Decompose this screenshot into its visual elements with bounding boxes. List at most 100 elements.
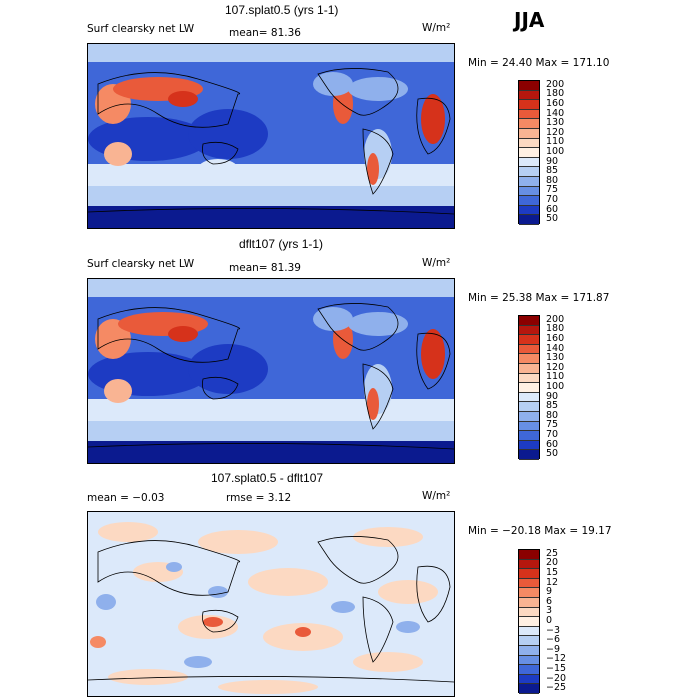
colorbar-swatch — [519, 450, 539, 460]
colorbar-label: 3 — [546, 605, 553, 617]
panel3-rmse: rmse = 3.12 — [226, 492, 292, 504]
colorbar-label: −20 — [546, 672, 567, 684]
colorbar-swatch — [519, 90, 539, 101]
colorbar-label: 130 — [546, 117, 565, 129]
colorbar-label: 110 — [546, 371, 565, 383]
colorbar-label: 9 — [546, 586, 553, 598]
panel3-units: W/m² — [422, 490, 451, 502]
colorbar-label: 15 — [546, 567, 559, 578]
panel2-map-svg — [88, 279, 454, 463]
colorbar-swatch — [519, 215, 539, 225]
season-label: JJA — [514, 8, 545, 32]
colorbar-label: −6 — [546, 634, 561, 646]
colorbar-swatch — [519, 411, 539, 422]
colorbar-label: 60 — [546, 438, 559, 450]
colorbar-swatch — [519, 636, 539, 646]
colorbar-swatch — [519, 119, 539, 129]
colorbar-label: 130 — [546, 352, 565, 364]
colorbar-label: 70 — [546, 429, 559, 440]
colorbar-label: 0 — [546, 615, 553, 626]
panel3-title: 107.splat0.5 - dflt107 — [211, 471, 324, 485]
colorbar-swatch — [519, 196, 539, 206]
colorbar-label: 80 — [546, 409, 559, 421]
colorbar-swatch — [519, 431, 539, 441]
colorbar-swatch — [519, 205, 539, 216]
colorbar-label: 120 — [546, 126, 565, 138]
colorbar-label: −25 — [546, 682, 567, 694]
colorbar-label: −15 — [546, 663, 567, 674]
panel3-mean: mean = −0.03 — [87, 492, 165, 504]
colorbar-label: 60 — [546, 203, 559, 215]
colorbar-swatch — [519, 645, 539, 656]
colorbar-swatch — [519, 665, 539, 675]
colorbar-label: 110 — [546, 136, 565, 148]
colorbar-label: 80 — [546, 174, 559, 186]
panel2-map — [87, 278, 455, 464]
colorbar-swatch — [519, 617, 539, 627]
panel2-colorbar — [518, 315, 540, 460]
colorbar-swatch — [519, 607, 539, 618]
panel2-title: dflt107 (yrs 1-1) — [239, 237, 324, 251]
colorbar-label: −12 — [546, 653, 567, 665]
panel2-units: W/m² — [422, 257, 451, 269]
colorbar-swatch — [519, 335, 539, 345]
panel1-title: 107.splat0.5 (yrs 1-1) — [225, 3, 339, 17]
colorbar-label: 100 — [546, 146, 565, 157]
colorbar-swatch — [519, 392, 539, 403]
panel3-colorbar — [518, 549, 540, 694]
colorbar-label: 70 — [546, 194, 559, 205]
panel2-variable-label: Surf clearsky net LW — [87, 258, 195, 270]
colorbar-swatch — [519, 81, 539, 91]
colorbar-label: 25 — [546, 547, 559, 559]
panel1-colorbar — [518, 80, 540, 225]
panel1-map — [87, 43, 455, 229]
colorbar-swatch — [519, 578, 539, 589]
colorbar-swatch — [519, 655, 539, 666]
panel2-mean: mean= 81.39 — [229, 262, 301, 274]
panel1-minmax: Min = 24.40 Max = 171.10 — [468, 57, 610, 69]
colorbar-label: 180 — [546, 323, 565, 335]
panel1-units: W/m² — [422, 22, 451, 34]
colorbar-swatch — [519, 316, 539, 326]
colorbar-label: −9 — [546, 643, 561, 655]
colorbar-swatch — [519, 100, 539, 110]
colorbar-swatch — [519, 402, 539, 412]
colorbar-swatch — [519, 569, 539, 579]
colorbar-swatch — [519, 550, 539, 560]
colorbar-swatch — [519, 363, 539, 374]
colorbar-label: 20 — [546, 557, 559, 569]
colorbar-swatch — [519, 421, 539, 432]
colorbar-swatch — [519, 588, 539, 598]
colorbar-label: 120 — [546, 361, 565, 373]
colorbar-swatch — [519, 559, 539, 570]
colorbar-label: 50 — [546, 448, 559, 460]
colorbar-label: 90 — [546, 390, 559, 402]
panel3-map — [87, 511, 455, 697]
colorbar-swatch — [519, 157, 539, 168]
colorbar-swatch — [519, 684, 539, 694]
colorbar-swatch — [519, 109, 539, 120]
colorbar-label: 75 — [546, 419, 559, 431]
panel3-minmax: Min = −20.18 Max = 19.17 — [468, 525, 612, 537]
colorbar-swatch — [519, 383, 539, 393]
colorbar-label: 140 — [546, 342, 565, 354]
colorbar-label: 85 — [546, 400, 559, 412]
colorbar-label: 75 — [546, 184, 559, 196]
colorbar-label: −3 — [546, 624, 561, 636]
colorbar-swatch — [519, 344, 539, 355]
panel1-variable-label: Surf clearsky net LW — [87, 23, 195, 35]
colorbar-label: 160 — [546, 333, 565, 344]
colorbar-swatch — [519, 148, 539, 158]
colorbar-swatch — [519, 138, 539, 149]
colorbar-label: 90 — [546, 155, 559, 167]
colorbar-swatch — [519, 354, 539, 364]
colorbar-label: 85 — [546, 165, 559, 177]
colorbar-swatch — [519, 597, 539, 608]
colorbar-swatch — [519, 626, 539, 637]
colorbar-label: 140 — [546, 107, 565, 119]
colorbar-label: 6 — [546, 595, 553, 607]
panel3-map-svg — [88, 512, 454, 696]
colorbar-swatch — [519, 373, 539, 384]
colorbar-swatch — [519, 176, 539, 187]
colorbar-swatch — [519, 674, 539, 685]
